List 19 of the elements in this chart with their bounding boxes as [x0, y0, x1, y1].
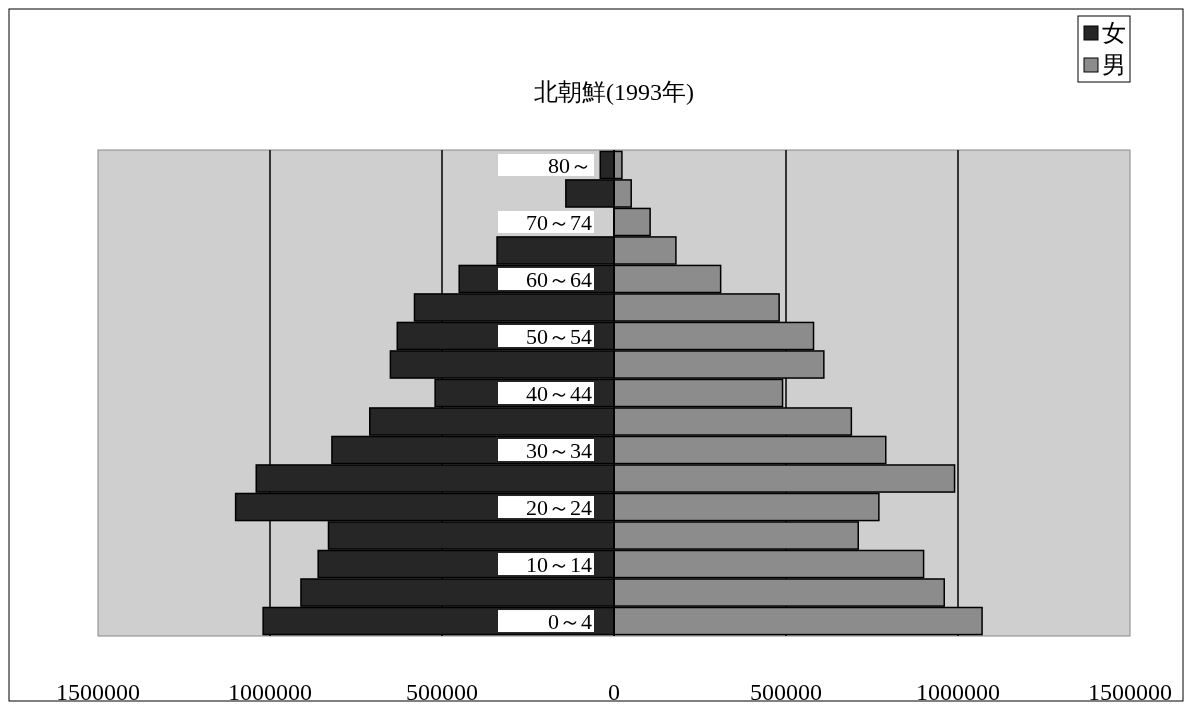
x-tick-label: 500000	[406, 679, 478, 705]
legend-label: 男	[1102, 52, 1126, 78]
y-tick-label: 30～34	[526, 438, 592, 464]
y-tick-label: 10～14	[526, 552, 592, 578]
chart-title: 北朝鮮(1993年)	[534, 79, 694, 105]
x-tick-label: 0	[608, 679, 620, 705]
legend-label: 女	[1102, 20, 1126, 46]
y-tick-label: 70～74	[526, 209, 592, 235]
y-tick-label: 0～4	[548, 609, 592, 635]
x-tick-label: 500000	[750, 679, 822, 705]
x-tick-label: 1000000	[228, 679, 312, 705]
y-tick-label: 20～24	[526, 495, 592, 521]
y-tick-label: 40～44	[526, 381, 592, 406]
x-tick-label: 1500000	[1088, 679, 1172, 705]
y-tick-label: 60～64	[526, 266, 592, 292]
y-tick-label: 80～	[548, 152, 592, 178]
x-tick-label: 1500000	[56, 679, 140, 705]
x-tick-label: 1000000	[916, 679, 1000, 705]
y-tick-label: 50～54	[526, 323, 592, 349]
